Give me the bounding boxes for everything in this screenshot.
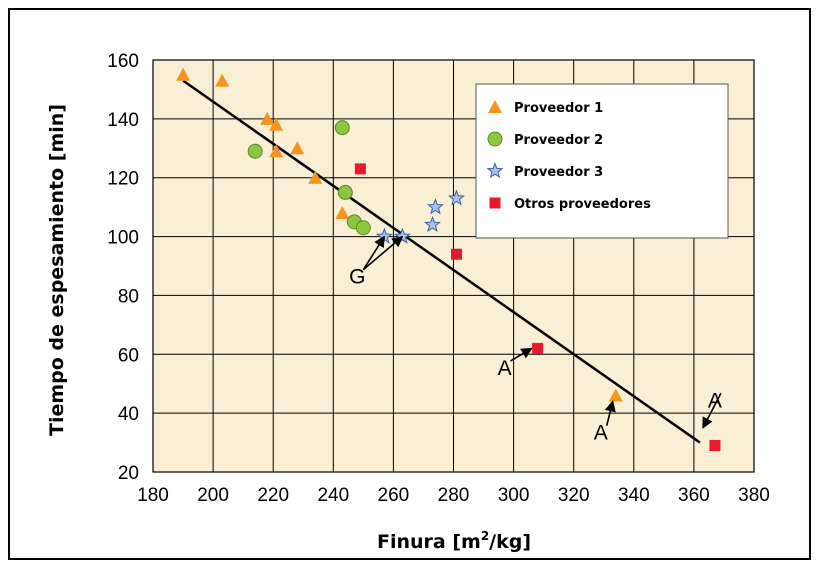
legend-label: Proveedor 1 (514, 101, 603, 116)
data-point-circle (334, 120, 350, 136)
annotation-arrow (702, 392, 722, 429)
x-tick-label: 380 (738, 485, 770, 506)
x-tick-label: 220 (257, 485, 289, 506)
data-points (176, 67, 721, 452)
data-point-triangle (308, 170, 323, 184)
annotation-label: G (349, 266, 365, 289)
annotation-arrow (510, 347, 533, 362)
data-point-star (427, 198, 444, 215)
annotation-label: A (594, 422, 608, 445)
data-point-triangle (290, 141, 305, 155)
y-tick-label: 120 (107, 169, 139, 190)
annotation-arrow (604, 400, 616, 426)
data-point-triangle (608, 388, 623, 402)
trend-line (182, 79, 701, 444)
y-tick-label: 100 (107, 228, 139, 249)
x-tick-label: 200 (197, 485, 229, 506)
annotations: G A A A (349, 235, 722, 445)
annotation-label: A (708, 389, 722, 412)
x-tick-label: 240 (317, 485, 349, 506)
legend-label: Otros proveedores (514, 197, 651, 212)
x-tick-label: 340 (618, 485, 650, 506)
y-tick-label: 160 (107, 51, 139, 72)
data-point-square (532, 342, 544, 354)
y-tick-label: 20 (118, 463, 139, 484)
data-point-circle (337, 184, 353, 200)
x-axis-label-end: /kg] (489, 531, 531, 553)
legend-marker-circle (487, 131, 503, 147)
legend-marker-star (486, 162, 504, 179)
data-point-triangle (260, 111, 275, 125)
data-point-square (709, 440, 721, 452)
data-point-star (448, 189, 465, 206)
trend-line-group (182, 79, 701, 444)
x-tick-label: 260 (378, 485, 410, 506)
y-tick-label: 80 (118, 286, 139, 307)
legend-box (475, 83, 729, 239)
data-point-triangle (269, 144, 284, 158)
data-point-triangle (335, 206, 350, 220)
data-point-triangle (269, 117, 284, 131)
tick-labels: 180 200 220 240 260 280 300 320 340 360 380 20 40 60 8… (107, 51, 770, 506)
legend-label: Proveedor 3 (514, 165, 603, 180)
x-tick-label: 180 (137, 485, 169, 506)
legend-label: Proveedor 2 (514, 133, 603, 148)
x-axis-label-main: Finura [m (377, 531, 481, 553)
x-axis-label: Finura [m2/kg] (377, 529, 531, 553)
y-tick-label: 140 (107, 110, 139, 131)
annotation-label: A (498, 357, 512, 380)
legend-marker-triangle (488, 100, 502, 113)
x-tick-label: 280 (438, 485, 470, 506)
data-point-circle (355, 220, 371, 236)
legend-marker-square (489, 197, 501, 209)
data-point-square (451, 248, 463, 260)
data-point-triangle (176, 67, 191, 81)
data-point-triangle (215, 73, 230, 87)
x-axis-label-sup: 2 (481, 529, 489, 543)
y-tick-label: 60 (118, 345, 139, 366)
annotation-arrow (362, 235, 404, 271)
data-point-star (424, 215, 441, 233)
x-tick-label: 360 (678, 485, 710, 506)
legend: Proveedor 1 Proveedor 2 Proveedor 3 Otros p… (475, 83, 729, 239)
data-point-square (354, 163, 366, 175)
x-tick-label: 320 (558, 485, 590, 506)
annotation-arrow (362, 235, 386, 271)
x-tick-label: 300 (498, 485, 530, 506)
data-point-circle (247, 143, 263, 159)
y-tick-label: 40 (118, 404, 139, 425)
y-axis-label: Tiempo de espesamiento [min] (46, 104, 68, 436)
